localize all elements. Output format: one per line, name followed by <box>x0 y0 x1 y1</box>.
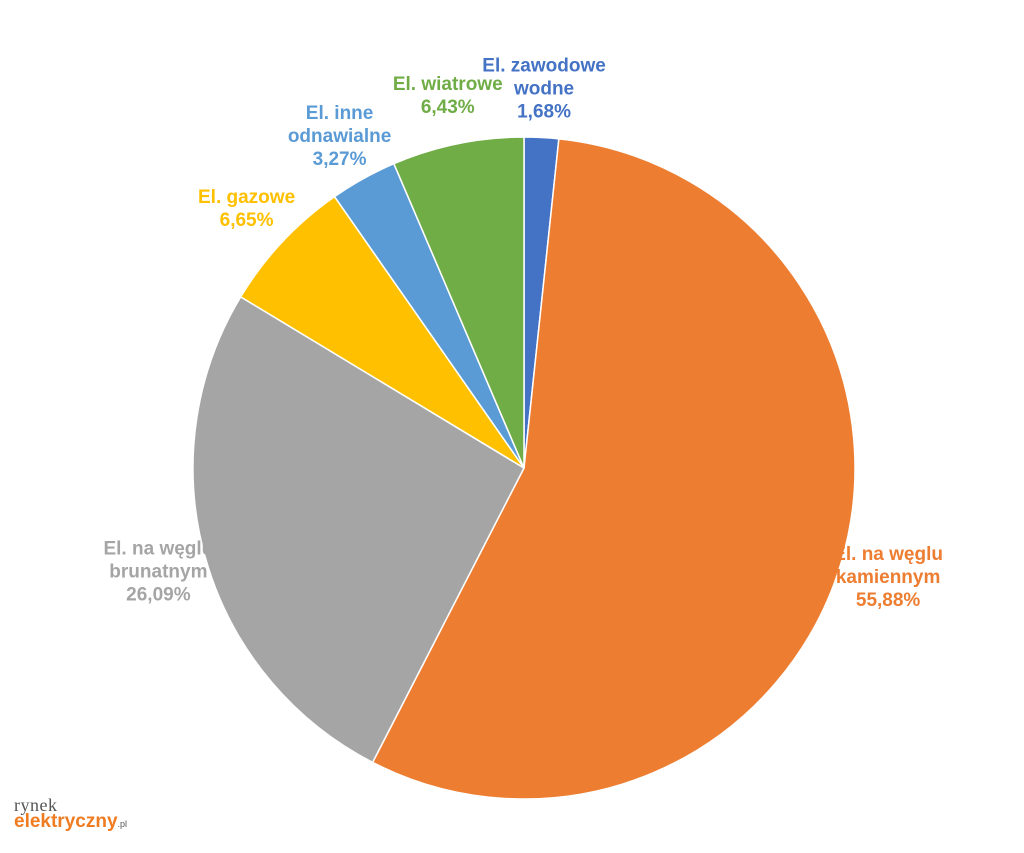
label-el-zawodowe-wodne: El. zawodowe wodne 1,68% <box>482 56 606 123</box>
logo-line1: rynek <box>14 795 58 815</box>
label-value: 6,65% <box>220 210 274 231</box>
label-el-na-weglu-kamiennym: El. na węglu kamiennym 55,88% <box>833 544 943 611</box>
label-name-line: El. gazowe <box>198 187 295 208</box>
rynek-elektryczny-logo: rynek elektryczny.pl <box>14 796 127 831</box>
slice-el-na-weglu-brunatnym <box>192 295 525 764</box>
label-value: 6,43% <box>421 97 475 118</box>
label-name-line: kamiennym <box>836 567 941 588</box>
slice-el-gazowe <box>239 195 525 469</box>
label-name-line: brunatnym <box>109 562 207 583</box>
slice-labels: El. zawodowe wodne 1,68%El. na węglu kamien… <box>103 56 943 611</box>
logo-line2-wrap: elektryczny.pl <box>14 812 127 831</box>
label-value: 1,68% <box>517 102 571 123</box>
pie-slices <box>192 136 856 800</box>
slice-el-na-weglu-kamiennym <box>371 138 856 800</box>
slice-el-wiatrowe <box>392 136 525 469</box>
label-el-inne-odnawialne: El. inne odnawialne 3,27% <box>288 103 391 170</box>
label-name-line: odnawialne <box>288 126 391 147</box>
label-value: 26,09% <box>126 585 191 606</box>
logo-line2: elektryczny <box>14 811 118 832</box>
label-name-line: El. na węglu <box>103 539 213 560</box>
label-el-gazowe: El. gazowe 6,65% <box>198 187 295 231</box>
label-name-line: El. zawodowe <box>482 56 606 77</box>
label-el-wiatrowe: El. wiatrowe 6,43% <box>393 74 503 118</box>
label-el-na-weglu-brunatnym: El. na węglu brunatnym 26,09% <box>103 539 213 606</box>
label-name-line: wodne <box>513 79 574 100</box>
label-name-line: El. na węglu <box>833 544 943 565</box>
label-value: 55,88% <box>856 590 921 611</box>
logo-suffix: .pl <box>117 819 128 829</box>
label-name-line: El. inne <box>306 103 374 124</box>
label-value: 3,27% <box>313 149 367 170</box>
label-name-line: El. wiatrowe <box>393 74 503 95</box>
